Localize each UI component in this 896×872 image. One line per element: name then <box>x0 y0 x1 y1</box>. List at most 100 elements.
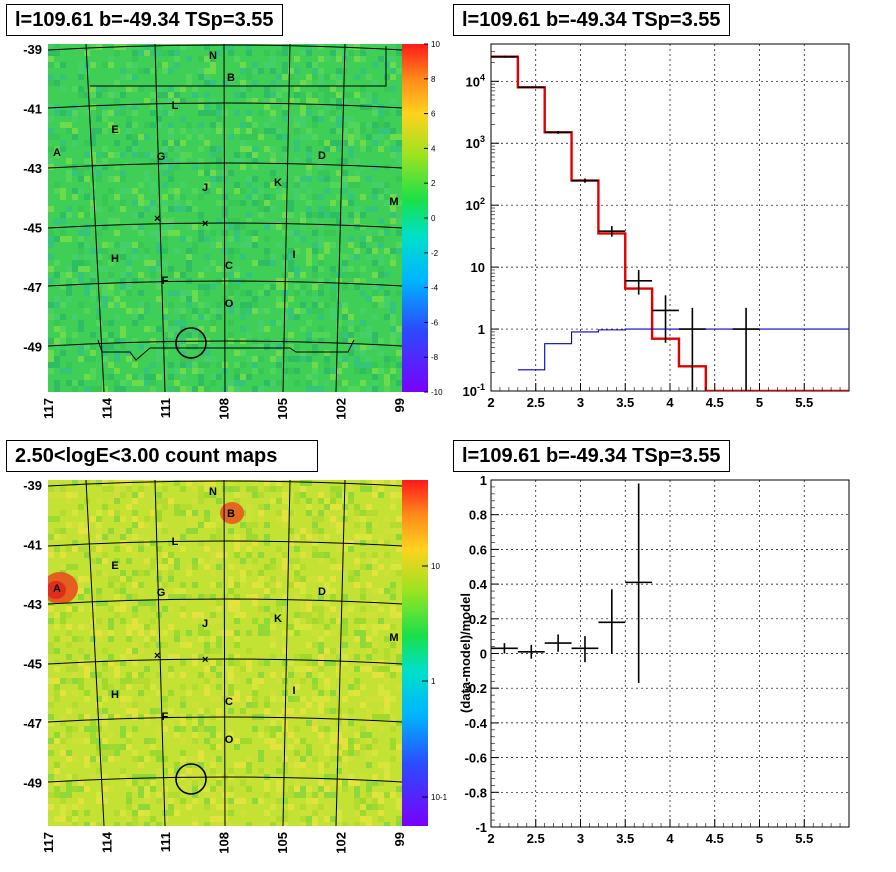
map-pixel <box>366 720 372 726</box>
map-pixel <box>270 672 276 678</box>
y-tick-label: 102 <box>466 196 485 213</box>
map-pixel <box>300 290 306 296</box>
y-tick-label: -1 <box>475 820 487 835</box>
map-pixel <box>186 362 192 368</box>
map-pixel <box>252 486 258 492</box>
map-pixel <box>354 534 360 540</box>
lat-tick: -45 <box>23 221 42 236</box>
map-pixel <box>192 344 198 350</box>
map-pixel <box>198 212 204 218</box>
map-pixel <box>180 194 186 200</box>
map-pixel <box>294 576 300 582</box>
map-pixel <box>342 134 348 140</box>
map-pixel <box>270 344 276 350</box>
source-label-i: I <box>292 685 295 697</box>
map-pixel <box>174 50 180 56</box>
map-pixel <box>204 480 210 486</box>
map-pixel <box>348 320 354 326</box>
map-pixel <box>348 200 354 206</box>
map-pixel <box>120 254 126 260</box>
map-pixel <box>84 158 90 164</box>
map-pixel <box>102 104 108 110</box>
map-pixel <box>114 822 120 826</box>
map-pixel <box>270 62 276 68</box>
map-pixel <box>108 486 114 492</box>
spectrum-marks <box>491 55 849 391</box>
map-pixel <box>312 74 318 80</box>
map-pixel <box>90 86 96 92</box>
map-pixel <box>360 552 366 558</box>
map-pixel <box>192 92 198 98</box>
map-pixel <box>234 744 240 750</box>
map-pixel <box>324 350 330 356</box>
map-pixel <box>192 522 198 528</box>
map-pixel <box>252 194 258 200</box>
map-pixel <box>162 170 168 176</box>
map-pixel <box>54 338 60 344</box>
map-pixel <box>72 576 78 582</box>
spectrum-x-ticks: 2 2.5 3 3.5 4 4.5 5 5.5 <box>487 383 850 410</box>
map-pixel <box>228 44 234 50</box>
map-pixel <box>54 146 60 152</box>
map-pixel <box>114 356 120 362</box>
map-pixel <box>318 528 324 534</box>
map-pixel <box>294 558 300 564</box>
map-pixel <box>132 756 138 762</box>
map-pixel <box>366 386 372 392</box>
map-pixel <box>168 362 174 368</box>
map-pixel <box>114 302 120 308</box>
map-pixel <box>150 744 156 750</box>
map-pixel <box>306 248 312 254</box>
map-pixel <box>72 380 78 386</box>
map-pixel <box>204 672 210 678</box>
map-pixel <box>60 284 66 290</box>
map-pixel <box>132 822 138 826</box>
map-pixel <box>324 92 330 98</box>
map-pixel <box>78 242 84 248</box>
map-pixel <box>132 702 138 708</box>
map-pixel <box>306 98 312 104</box>
map-pixel <box>132 254 138 260</box>
map-pixel <box>378 272 384 278</box>
map-pixel <box>168 374 174 380</box>
map-pixel <box>312 822 318 826</box>
map-pixel <box>252 128 258 134</box>
map-pixel <box>288 254 294 260</box>
map-pixel <box>72 278 78 284</box>
map-pixel <box>378 708 384 714</box>
map-pixel <box>78 212 84 218</box>
map-pixel <box>288 272 294 278</box>
map-pixel <box>168 326 174 332</box>
map-pixel <box>252 164 258 170</box>
map-pixel <box>312 618 318 624</box>
map-pixel <box>300 176 306 182</box>
map-pixel <box>312 308 318 314</box>
map-pixel <box>306 338 312 344</box>
map-pixel <box>54 648 60 654</box>
map-pixel <box>354 284 360 290</box>
map-pixel <box>288 540 294 546</box>
map-pixel <box>66 158 72 164</box>
map-pixel <box>72 816 78 822</box>
map-pixel <box>306 290 312 296</box>
map-pixel <box>324 774 330 780</box>
map-pixel <box>390 744 396 750</box>
map-pixel <box>342 744 348 750</box>
map-pixel <box>372 248 378 254</box>
map-pixel <box>264 810 270 816</box>
map-pixel <box>216 158 222 164</box>
map-pixel <box>330 140 336 146</box>
map-pixel <box>336 122 342 128</box>
map-pixel <box>228 236 234 242</box>
map-pixel <box>192 368 198 374</box>
map-pixel <box>48 804 54 810</box>
map-pixel <box>228 134 234 140</box>
residual-y-label: (data-model)/model <box>458 593 473 713</box>
map-pixel <box>396 756 402 762</box>
map-pixel <box>342 92 348 98</box>
map-pixel <box>372 804 378 810</box>
map-pixel <box>294 630 300 636</box>
map-pixel <box>306 260 312 266</box>
map-pixel <box>192 510 198 516</box>
map-pixel <box>390 528 396 534</box>
